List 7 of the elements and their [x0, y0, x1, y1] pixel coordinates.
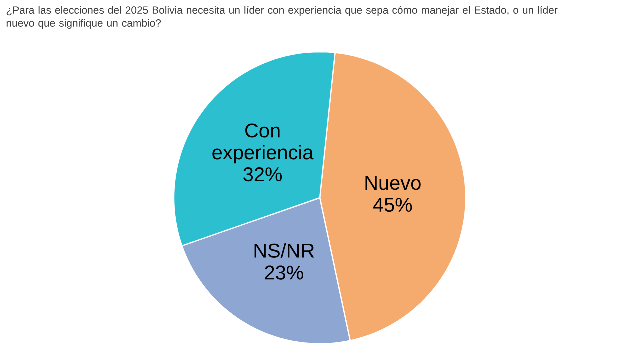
- data-label: 23%: [265, 266, 304, 280]
- slice-label: Nuevo: [366, 176, 421, 190]
- data-label: 45%: [373, 198, 412, 212]
- data-label: 32%: [244, 168, 282, 182]
- slice-label: Con experiencia: [212, 124, 314, 164]
- chart-title: ¿Para las elecciones del 2025 Bolivia necesita un líder con experiencia que sepa cómo manejar el Estado, o un líder nuevo que signifique un cambio?: [6, 6, 558, 30]
- slice-label: NS/NR: [254, 243, 314, 258]
